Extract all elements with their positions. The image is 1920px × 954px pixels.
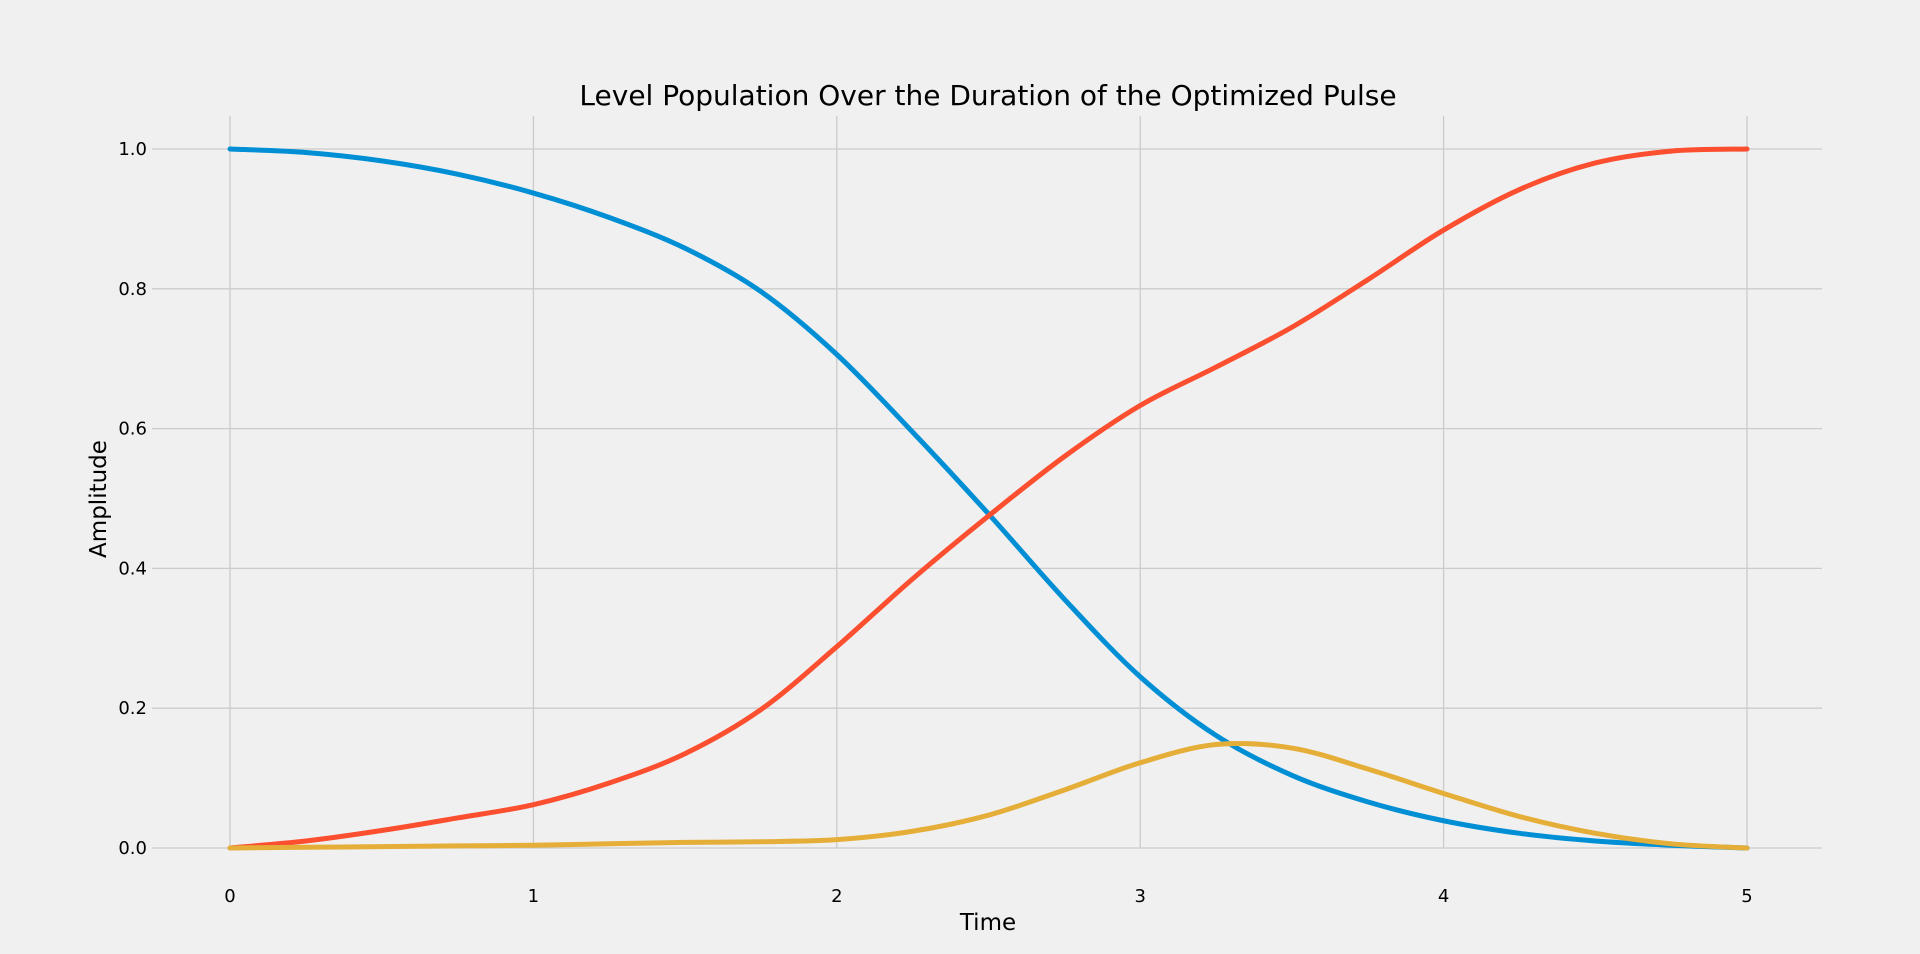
x-tick-label: 1 xyxy=(528,886,539,907)
y-axis-label: Amplitude xyxy=(86,440,112,558)
series-line-3 xyxy=(227,740,1750,851)
series-line-1 xyxy=(227,146,1750,851)
y-tick-label: 0.4 xyxy=(118,558,147,579)
series-line-2 xyxy=(227,146,1750,851)
x-tick-label: 2 xyxy=(831,886,842,907)
x-tick-label: 0 xyxy=(224,886,235,907)
grid xyxy=(152,116,1822,849)
series-lines xyxy=(227,146,1750,851)
chart-title: Level Population Over the Duration of th… xyxy=(579,79,1396,112)
x-tick-label: 5 xyxy=(1741,886,1752,907)
x-axis-label: Time xyxy=(959,910,1016,936)
y-tick-label: 0.8 xyxy=(118,279,147,300)
y-tick-label: 1.0 xyxy=(118,139,147,160)
x-tick-label: 3 xyxy=(1134,886,1145,907)
y-tick-label: 0.2 xyxy=(118,698,147,719)
y-tick-label: 0.6 xyxy=(118,419,147,440)
x-tick-label: 4 xyxy=(1438,886,1449,907)
y-tick-label: 0.0 xyxy=(118,838,147,859)
tick-labels: 0 1 2 3 4 5 0.0 0.2 0.4 0.6 0.8 1.0 xyxy=(118,139,1752,907)
